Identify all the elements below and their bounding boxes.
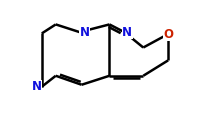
Text: N: N xyxy=(79,26,89,39)
Text: N: N xyxy=(122,26,132,39)
Text: N: N xyxy=(32,80,42,93)
Text: O: O xyxy=(162,28,172,41)
